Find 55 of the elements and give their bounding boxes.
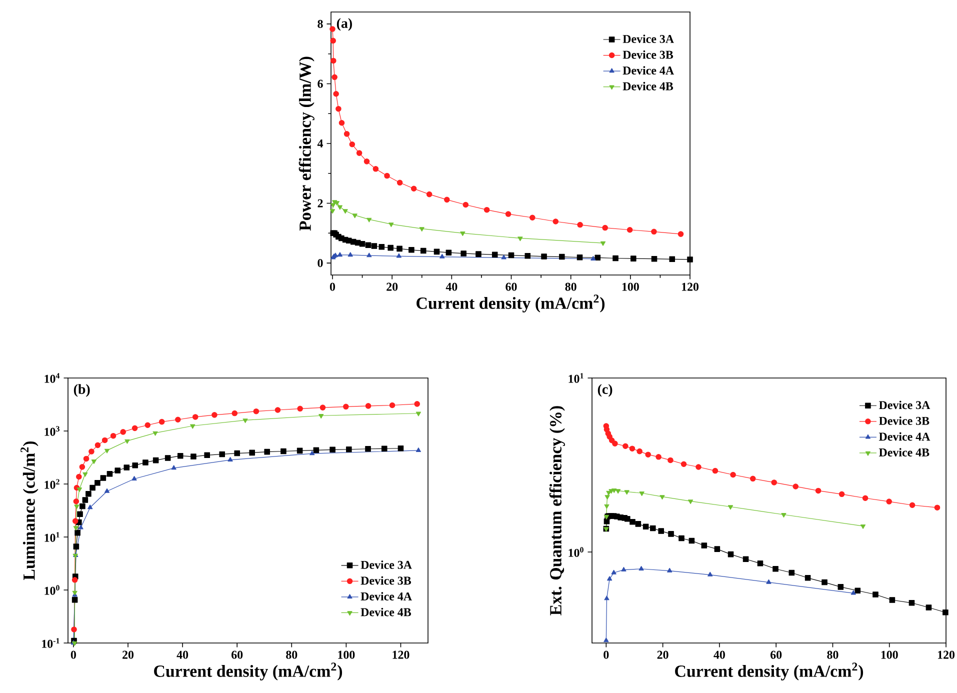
- x-tick-label: 60: [232, 650, 243, 659]
- x-tick-label: 120: [682, 282, 699, 291]
- legend-label: Device 3A: [622, 34, 674, 44]
- x-tick-label: 60: [506, 282, 517, 291]
- legend-label: Device 4B: [878, 448, 930, 456]
- x-tick-label: 100: [622, 282, 639, 291]
- x-tick-label: 120: [392, 650, 410, 659]
- annotation: (c): [598, 384, 612, 397]
- y-tick-label: 0: [318, 259, 323, 268]
- x-tick-label: 0: [604, 650, 609, 659]
- legend-label: Device 3B: [622, 50, 674, 59]
- y-tick-label: 6: [318, 80, 323, 88]
- annotation: (a): [336, 18, 352, 31]
- x-axis-title: Current density (mA/cm$^{2}$): [154, 662, 342, 680]
- x-axis-title: Current density (mA/cm$^{2}$): [416, 294, 605, 312]
- y-tick-label: 8: [318, 20, 323, 28]
- x-tick-label: 60: [770, 650, 782, 659]
- y-tick-label: 10$^{1}$: [44, 532, 60, 542]
- legend-label: Device 3A: [360, 560, 412, 569]
- x-tick-label: 20: [657, 650, 668, 659]
- legend-label: Device 3B: [360, 576, 412, 585]
- x-tick-label: 0: [70, 650, 76, 659]
- legend-label: Device 4B: [622, 82, 674, 90]
- y-axis-title: Luminance (cd/m$^{2}$): [20, 441, 38, 580]
- legend-label: Device 3A: [878, 400, 930, 410]
- y-tick-label: 10$^{0}$: [568, 547, 584, 557]
- x-tick-label: 100: [338, 650, 355, 659]
- x-tick-label: 0: [330, 282, 336, 291]
- y-axis-title: Ext. Quantum efficiency (%): [549, 406, 565, 616]
- x-tick-label: 40: [176, 650, 188, 659]
- legend-label: Device 4A: [878, 432, 930, 441]
- y-tick-label: 4: [317, 140, 324, 148]
- x-tick-label: 120: [938, 650, 955, 659]
- x-tick-label: 80: [565, 282, 576, 291]
- y-tick-label: 10$^{1}$: [568, 373, 584, 383]
- legend-label: Device 3B: [878, 416, 930, 425]
- legend-label: Device 4B: [360, 608, 412, 616]
- y-tick-label: 10$^{3}$: [44, 426, 60, 436]
- x-tick-label: 40: [714, 650, 725, 659]
- y-tick-label: 10$^{-1}$: [42, 638, 60, 648]
- x-tick-label: 40: [446, 282, 458, 291]
- x-tick-label: 20: [122, 650, 134, 659]
- y-tick-label: 10$^{4}$: [44, 373, 60, 383]
- legend-label: Device 4A: [360, 592, 412, 600]
- y-axis-title: Power efficiency (lm/W): [298, 56, 314, 231]
- y-tick-label: 10$^{0}$: [44, 585, 60, 595]
- x-tick-label: 80: [827, 650, 838, 659]
- x-tick-label: 80: [286, 650, 298, 659]
- legend-label: Device 4A: [622, 66, 674, 75]
- annotation: (b): [74, 384, 90, 397]
- x-axis-title: Current density (mA/cm$^{2}$): [675, 662, 864, 680]
- y-tick-label: 10$^{2}$: [44, 479, 60, 489]
- y-tick-label: 2: [318, 199, 323, 208]
- x-tick-label: 20: [386, 282, 398, 291]
- x-tick-label: 100: [881, 650, 898, 659]
